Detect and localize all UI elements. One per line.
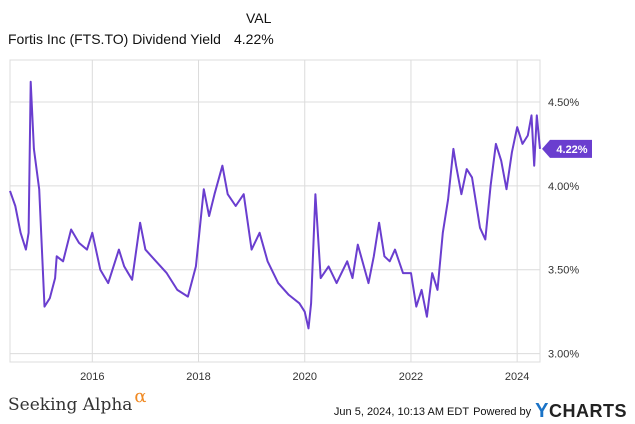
y-tick-label: 3.50% — [548, 265, 579, 277]
x-tick-label: 2024 — [505, 371, 529, 383]
footer-attribution: Jun 5, 2024, 10:13 AM EDT Powered by Y CH… — [334, 400, 627, 423]
last-value-label: 4.22% — [556, 144, 587, 156]
last-value-marker: 4.22% — [542, 139, 592, 158]
seeking-alpha-logo: Seeking Alpha α — [8, 386, 147, 415]
y-axis-ticks: 3.00% 3.50% 4.00% 4.50% — [548, 97, 579, 361]
legend-column-header: VAL — [246, 10, 272, 26]
x-tick-label: 2022 — [399, 371, 423, 383]
ycharts-y-icon: Y — [535, 400, 549, 422]
x-tick-label: 2016 — [80, 371, 104, 383]
y-tick-label: 4.50% — [548, 97, 579, 109]
alpha-mark-icon: α — [134, 386, 147, 407]
x-tick-label: 2018 — [186, 371, 210, 383]
footer-timestamp: Jun 5, 2024, 10:13 AM EDT — [333, 405, 470, 418]
x-axis-ticks: 2016 2018 2020 2022 2024 — [80, 371, 529, 383]
legend-series-name: Fortis Inc (FTS.TO) Dividend Yield — [8, 31, 221, 47]
y-tick-label: 3.00% — [548, 349, 579, 361]
y-tick-label: 4.00% — [548, 181, 579, 193]
ycharts-logo-text: CHARTS — [549, 401, 627, 421]
powered-by-text: Powered by — [473, 405, 532, 418]
series-group — [9, 80, 541, 330]
brand-text: Seeking Alpha — [8, 395, 133, 415]
plot-area-background — [10, 60, 540, 362]
x-tick-label: 2020 — [292, 371, 316, 383]
series-line — [9, 80, 541, 330]
gridlines — [9, 59, 541, 363]
last-value-badge — [542, 139, 592, 158]
ycharts-logo[interactable]: Y CHARTS — [535, 400, 627, 423]
legend-series-value: 4.22% — [234, 31, 274, 47]
plot-border — [9, 59, 541, 363]
